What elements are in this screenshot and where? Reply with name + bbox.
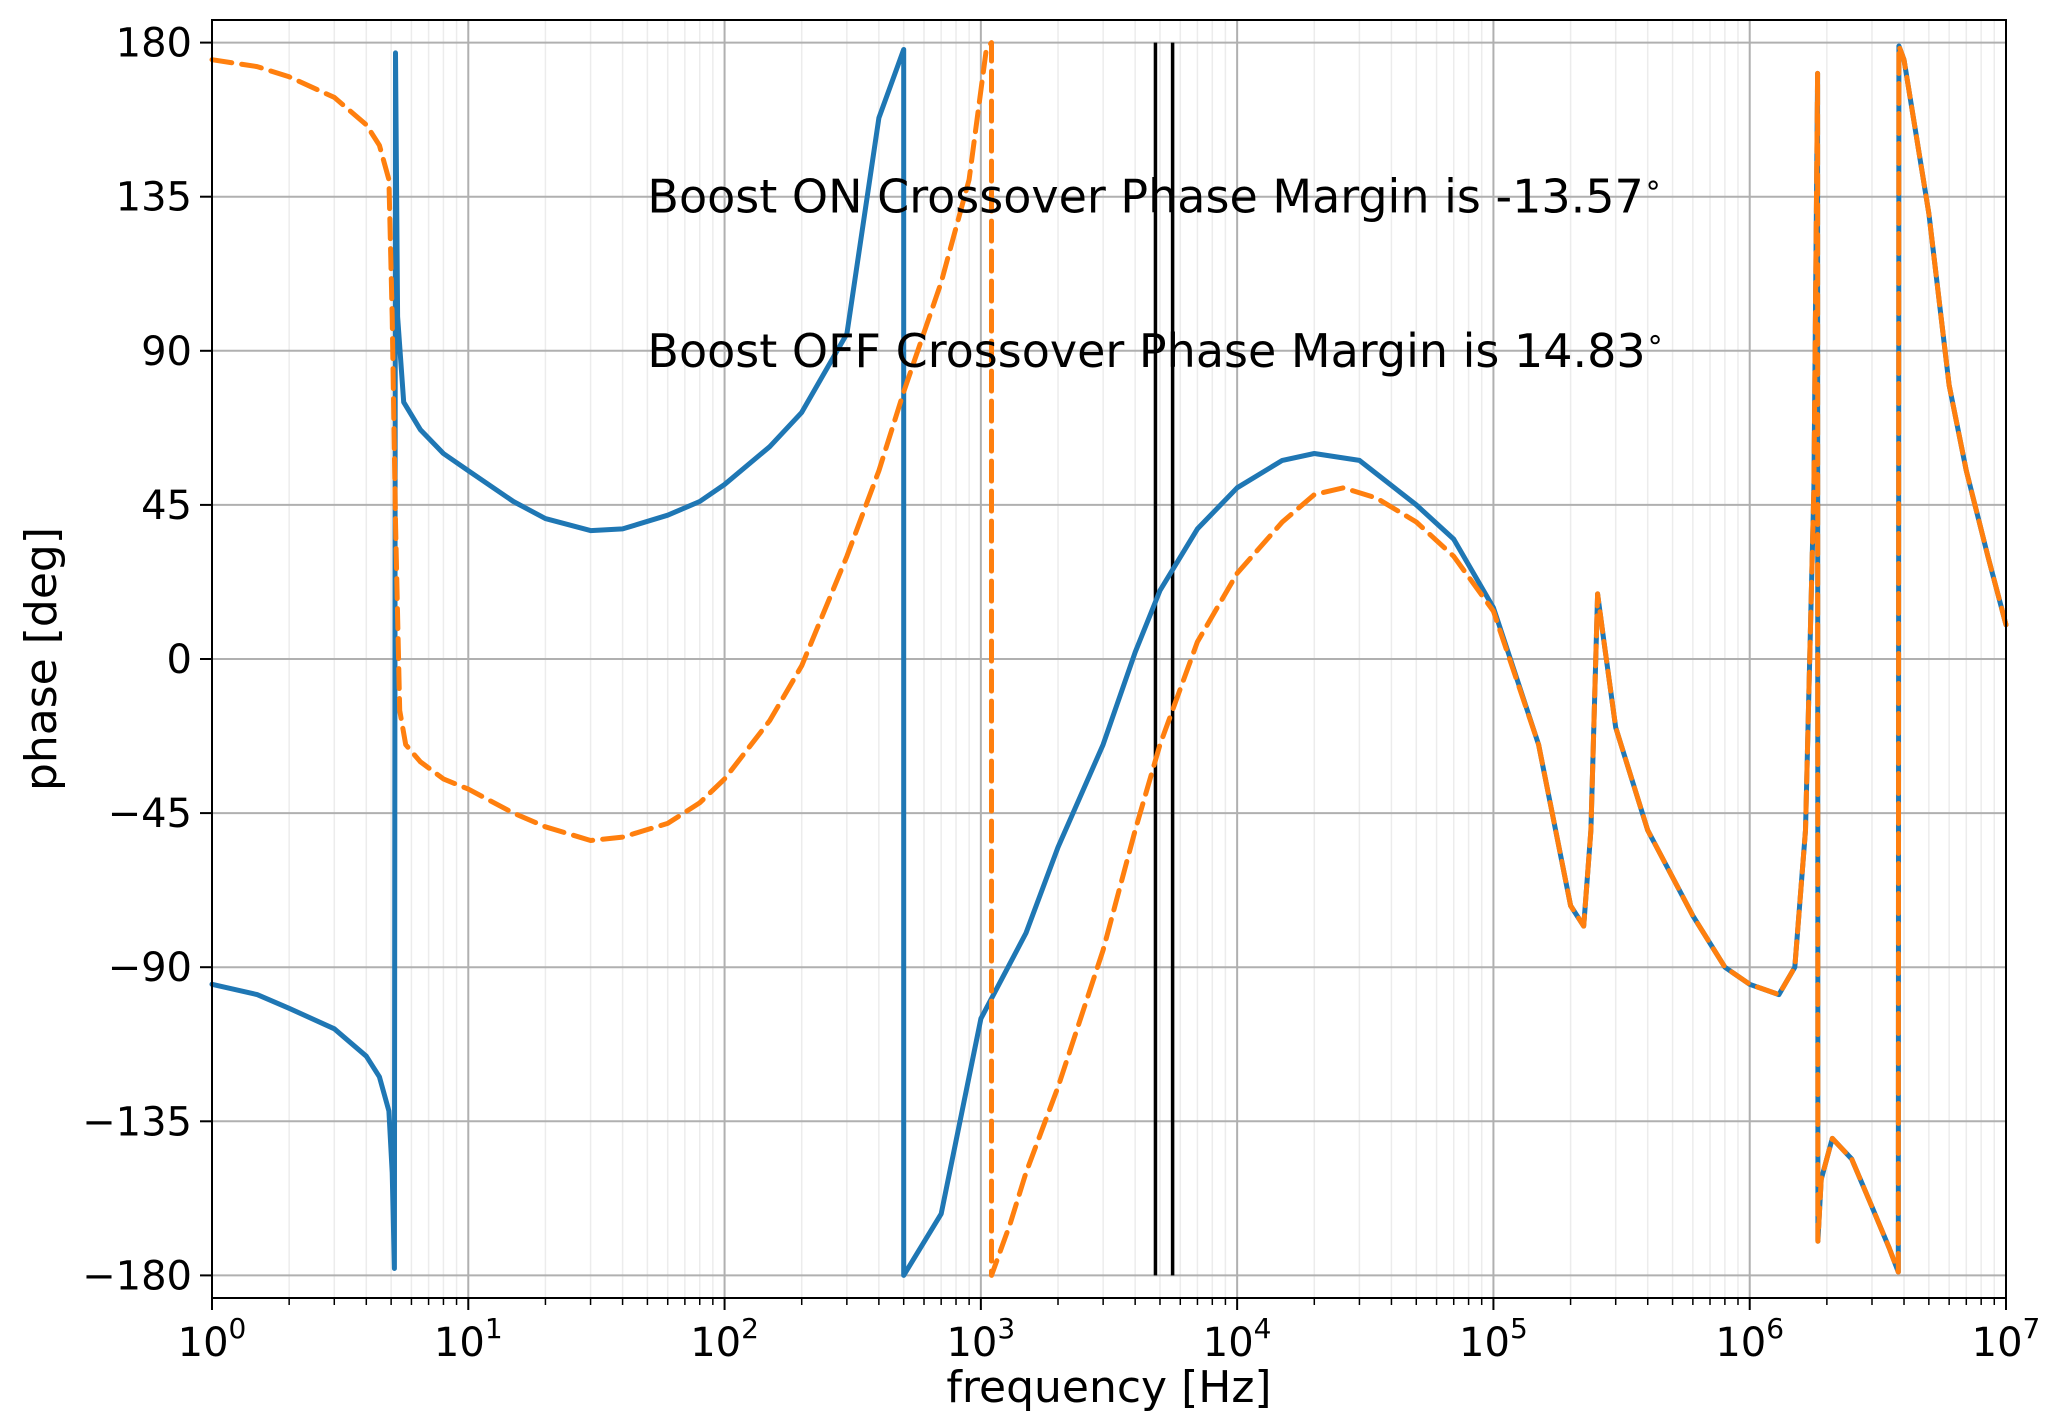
x-tick-base: 10 bbox=[1715, 1320, 1766, 1366]
x-axis-label: frequency [Hz] bbox=[946, 1362, 1271, 1413]
x-tick-exponent: 0 bbox=[229, 1312, 247, 1345]
x-tick-exponent: 4 bbox=[1254, 1312, 1272, 1345]
y-axis-label: phase [deg] bbox=[16, 527, 67, 791]
x-tick-label: 100 bbox=[178, 1312, 247, 1366]
crossover-lines bbox=[1153, 42, 1175, 1276]
y-tick-label: 45 bbox=[141, 483, 192, 529]
x-tick-exponent: 5 bbox=[1510, 1312, 1528, 1345]
degree-symbol: ∘ bbox=[1646, 322, 1665, 357]
phase-margin-annotation: Boost ON Crossover Phase Margin is -13.5… bbox=[647, 168, 1662, 224]
x-tick-label: 101 bbox=[434, 1312, 503, 1366]
x-tick-base: 10 bbox=[690, 1320, 741, 1366]
x-tick-base: 10 bbox=[1972, 1320, 2023, 1366]
x-tick-base: 10 bbox=[1459, 1320, 1510, 1366]
y-tick-label: 135 bbox=[116, 175, 192, 221]
x-tick-exponent: 6 bbox=[1766, 1312, 1784, 1345]
degree-symbol: ∘ bbox=[1644, 168, 1663, 203]
y-tick-label: −90 bbox=[108, 945, 192, 991]
y-tick-label: 180 bbox=[116, 21, 192, 67]
major-grid bbox=[211, 20, 2007, 1298]
x-tick-exponent: 7 bbox=[2023, 1312, 2041, 1345]
x-tick-base: 10 bbox=[946, 1320, 997, 1366]
series-line-dashed bbox=[209, 40, 2009, 1278]
x-tick-base: 10 bbox=[178, 1320, 229, 1366]
x-tick-exponent: 1 bbox=[485, 1312, 503, 1345]
x-tick-base: 10 bbox=[434, 1320, 485, 1366]
annotations: Boost ON Crossover Phase Margin is -13.5… bbox=[647, 168, 1664, 378]
x-tick-label: 103 bbox=[946, 1312, 1015, 1366]
series-group bbox=[209, 40, 2009, 1278]
x-tick-label: 105 bbox=[1459, 1312, 1528, 1366]
axis-ticks bbox=[200, 41, 2007, 1310]
x-tick-label: 106 bbox=[1715, 1312, 1784, 1366]
x-tick-label: 104 bbox=[1203, 1312, 1272, 1366]
x-tick-base: 10 bbox=[1203, 1320, 1254, 1366]
y-tick-label: 0 bbox=[167, 637, 192, 683]
x-tick-label: 102 bbox=[690, 1312, 759, 1366]
x-tick-label: 107 bbox=[1972, 1312, 2041, 1366]
y-tick-label: −180 bbox=[82, 1253, 192, 1299]
x-tick-exponent: 2 bbox=[741, 1312, 759, 1345]
y-tick-label: −135 bbox=[82, 1099, 192, 1145]
x-tick-exponent: 3 bbox=[997, 1312, 1015, 1345]
phase-margin-annotation: Boost OFF Crossover Phase Margin is 14.8… bbox=[647, 322, 1664, 378]
y-tick-labels: 180 135 90 45 0 −45 −90 −135 −180 bbox=[82, 21, 192, 1300]
x-tick-labels: 100 101 102 103 104 105 106 107 bbox=[178, 1312, 2041, 1366]
y-tick-label: −45 bbox=[108, 791, 192, 837]
y-tick-label: 90 bbox=[141, 329, 192, 375]
